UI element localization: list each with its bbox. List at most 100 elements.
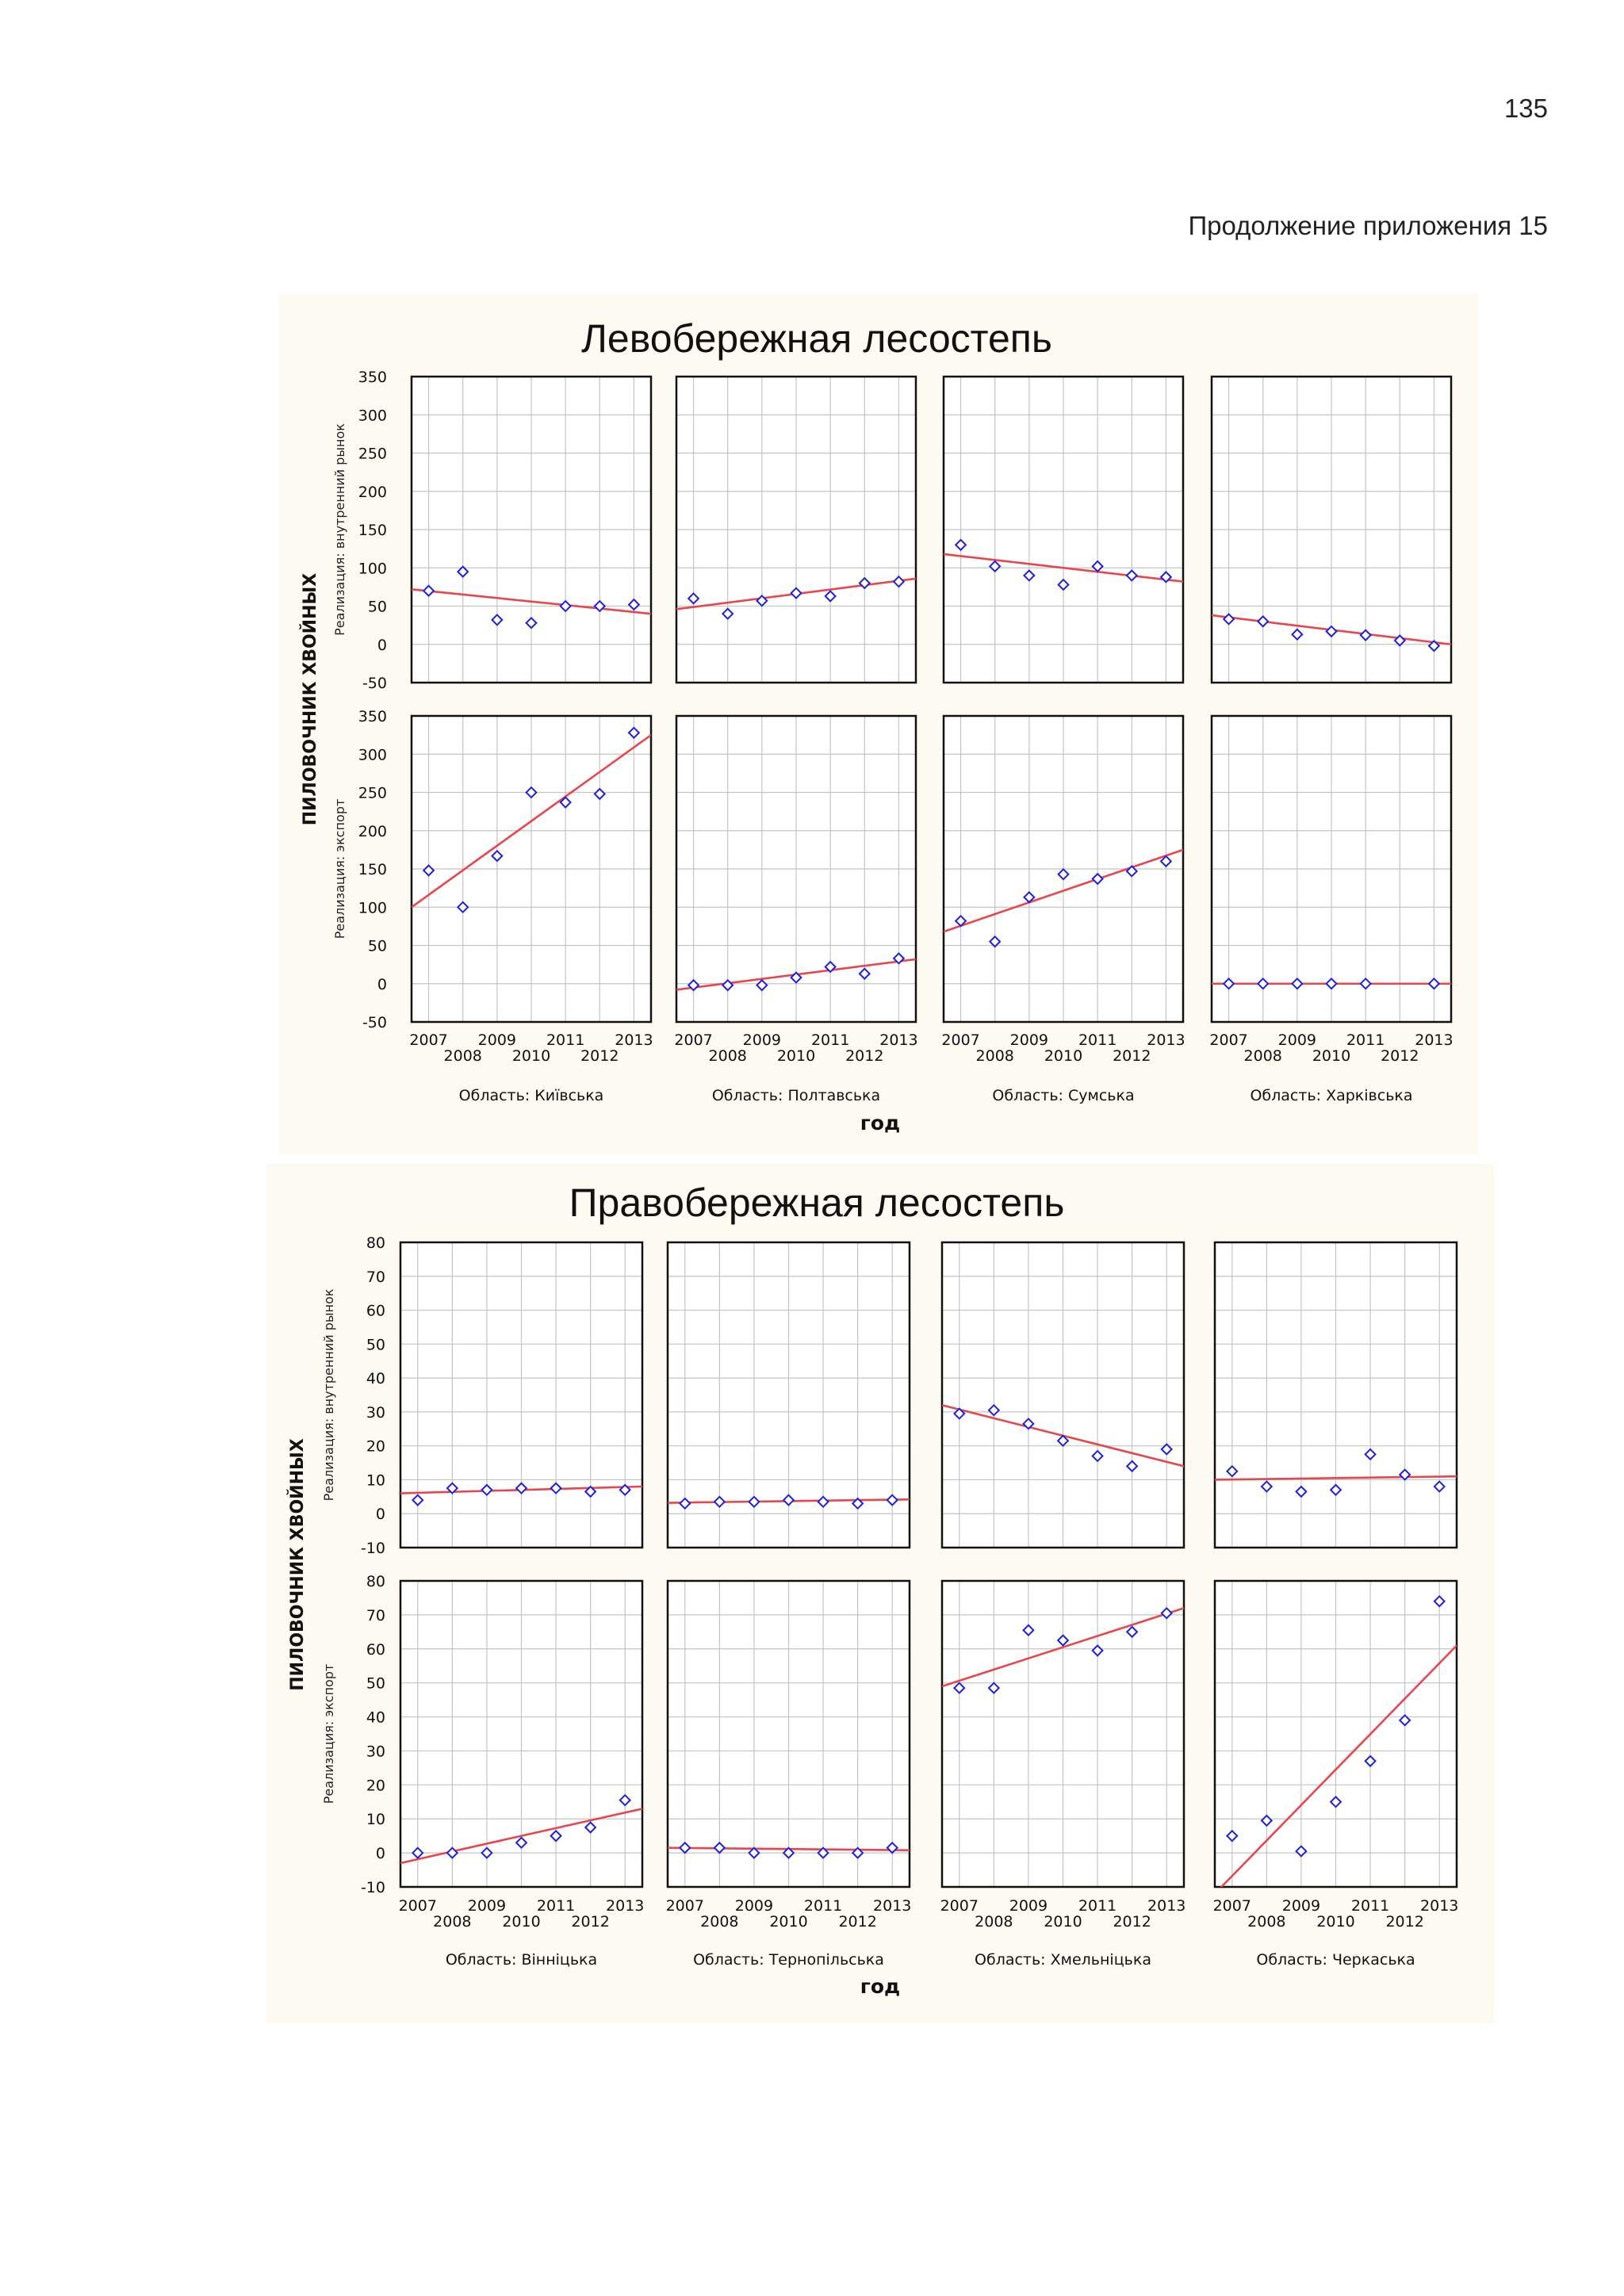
x-tick-label: 2009 xyxy=(743,1031,781,1049)
data-point xyxy=(1427,639,1441,652)
panel-2-3 xyxy=(944,848,1183,948)
x-tick-label: 2009 xyxy=(478,1031,516,1049)
data-point xyxy=(886,1841,898,1854)
x-tick-label: 2009 xyxy=(1278,1031,1316,1049)
panel-frame xyxy=(675,714,917,1024)
data-point xyxy=(1159,571,1173,584)
x-tick-label: 2010 xyxy=(1044,1913,1082,1931)
panel-1-4 xyxy=(1212,613,1451,652)
regression-line xyxy=(1220,1644,1457,1887)
data-point xyxy=(721,978,734,992)
data-point xyxy=(851,1497,864,1510)
data-point xyxy=(713,1841,726,1854)
data-point xyxy=(824,590,837,603)
x-tick-label: 2007 xyxy=(399,1897,437,1915)
column-label: Область: Вінніцька xyxy=(446,1951,597,1969)
y-tick-label: 0 xyxy=(377,637,387,654)
data-point xyxy=(817,1846,829,1859)
data-point xyxy=(584,1821,597,1834)
data-point xyxy=(817,1495,829,1509)
data-point xyxy=(1427,977,1441,990)
x-tick-label: 2013 xyxy=(615,1031,653,1049)
x-tick-label: 2011 xyxy=(1078,1897,1116,1915)
data-point xyxy=(1022,1624,1035,1636)
data-point xyxy=(1160,1606,1173,1620)
column-label: Область: Київська xyxy=(459,1087,604,1104)
panel-2-4 xyxy=(1212,977,1451,990)
y-tick-label: 100 xyxy=(358,560,387,577)
data-point xyxy=(1023,890,1036,904)
data-point xyxy=(1091,1449,1104,1463)
panel-frame xyxy=(399,1241,644,1549)
x-tick-label: 2012 xyxy=(1381,1047,1419,1065)
panel-border xyxy=(1213,1579,1458,1888)
column-label: Область: Черкаська xyxy=(1256,1951,1415,1969)
regression-line xyxy=(942,1607,1184,1688)
panel-2-1 xyxy=(412,726,651,914)
x-tick-label: 2011 xyxy=(1346,1031,1385,1049)
y-tick-label: 200 xyxy=(358,484,387,501)
x-tick-label: 2008 xyxy=(1247,1913,1285,1931)
data-point xyxy=(679,1841,691,1854)
x-tick-label: 2008 xyxy=(975,1913,1013,1931)
data-point xyxy=(858,967,871,980)
x-tick-label: 2013 xyxy=(873,1897,911,1915)
x-tick-label: 2012 xyxy=(845,1047,883,1065)
panel-1-2 xyxy=(668,1494,910,1510)
column-label: Область: Сумська xyxy=(992,1087,1134,1104)
data-point xyxy=(627,598,641,611)
panel-frame xyxy=(410,714,653,1024)
x-tick-label: 2009 xyxy=(1282,1897,1320,1915)
y-tick-label: 30 xyxy=(366,1743,385,1760)
data-point xyxy=(1125,1460,1139,1473)
data-point xyxy=(987,1403,1001,1417)
x-tick-label: 2012 xyxy=(580,1047,619,1065)
panel-border xyxy=(666,1579,911,1888)
x-tick-label: 2009 xyxy=(735,1897,773,1915)
data-point xyxy=(491,614,504,626)
row-label: Реализация: внутренний рынок xyxy=(332,423,347,636)
data-point xyxy=(790,971,802,984)
regression-line xyxy=(944,553,1183,583)
x-tick-label: 2008 xyxy=(1244,1047,1282,1065)
data-point xyxy=(491,849,504,863)
data-point xyxy=(687,978,700,992)
x-tick-label: 2007 xyxy=(1209,1031,1247,1049)
data-point xyxy=(1023,569,1036,582)
x-tick-label: 2007 xyxy=(674,1031,712,1049)
y-tick-label: 50 xyxy=(366,1675,385,1693)
regression-line xyxy=(400,1808,642,1865)
data-point xyxy=(1398,1468,1411,1481)
x-tick-label: 2009 xyxy=(1010,1031,1048,1049)
x-tick-label: 2011 xyxy=(537,1897,575,1915)
x-tick-label: 2013 xyxy=(1147,1031,1185,1049)
chart-title: Левобережная лесостепь xyxy=(581,316,1052,361)
y-tick-label: 150 xyxy=(358,861,387,878)
x-tick-label: 2009 xyxy=(1009,1897,1048,1915)
data-point xyxy=(1398,1714,1411,1727)
panel-border xyxy=(942,714,1185,1024)
y-tick-label: 0 xyxy=(376,1506,385,1523)
data-point xyxy=(627,726,641,740)
data-point xyxy=(515,1482,528,1494)
y-tick-label: 60 xyxy=(366,1641,385,1659)
data-point xyxy=(756,594,768,607)
data-point xyxy=(1022,1418,1035,1430)
data-point xyxy=(1295,1485,1308,1498)
data-point xyxy=(1291,977,1304,990)
data-point xyxy=(1260,1814,1274,1827)
data-point xyxy=(824,960,837,974)
panel-1-4 xyxy=(1215,1448,1457,1498)
data-point xyxy=(412,1846,424,1859)
data-point xyxy=(1159,855,1173,868)
y-tick-label: 300 xyxy=(358,746,387,763)
column-label: Область: Хмельніцька xyxy=(975,1951,1151,1969)
data-point xyxy=(1329,1795,1342,1808)
y-tick-label: 10 xyxy=(366,1811,385,1828)
x-tick-label: 2013 xyxy=(1147,1897,1185,1915)
data-point xyxy=(679,1497,691,1510)
panel-2-2 xyxy=(676,952,916,992)
panel-frame xyxy=(1210,714,1453,1024)
data-point xyxy=(687,592,700,605)
y-tick-label: -10 xyxy=(361,1540,385,1557)
